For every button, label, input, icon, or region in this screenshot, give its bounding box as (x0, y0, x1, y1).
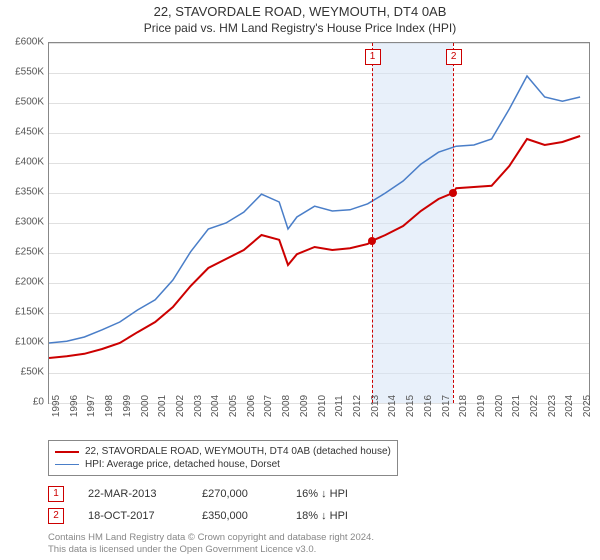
x-tick-label: 2024 (564, 395, 575, 417)
y-tick-label: £550K (4, 67, 44, 78)
sale-price-2: £350,000 (202, 510, 272, 522)
x-tick-label: 2006 (246, 395, 257, 417)
sale-price-1: £270,000 (202, 488, 272, 500)
marker-label: 2 (446, 49, 462, 65)
x-tick-label: 2014 (387, 395, 398, 417)
x-tick-label: 2000 (140, 395, 151, 417)
x-tick-label: 2008 (281, 395, 292, 417)
sale-diff-2: 18% ↓ HPI (296, 510, 348, 522)
sale-point (449, 189, 457, 197)
footer-line-2: This data is licensed under the Open Gov… (48, 544, 316, 555)
legend-label: HPI: Average price, detached house, Dors… (85, 459, 280, 470)
chart-subtitle: Price paid vs. HM Land Registry's House … (0, 19, 600, 35)
x-tick-label: 2015 (405, 395, 416, 417)
sale-row-1: 1 22-MAR-2013 £270,000 16% ↓ HPI (48, 486, 348, 502)
y-tick-label: £150K (4, 307, 44, 318)
legend-item: HPI: Average price, detached house, Dors… (55, 458, 391, 471)
y-tick-label: £250K (4, 247, 44, 258)
y-tick-label: £100K (4, 337, 44, 348)
plot-area: 12 (48, 42, 590, 404)
x-tick-label: 2020 (494, 395, 505, 417)
y-tick-label: £500K (4, 97, 44, 108)
y-tick-label: £200K (4, 277, 44, 288)
x-tick-label: 2005 (228, 395, 239, 417)
x-tick-label: 2011 (334, 395, 345, 417)
x-tick-label: 2003 (193, 395, 204, 417)
legend-item: 22, STAVORDALE ROAD, WEYMOUTH, DT4 0AB (… (55, 445, 391, 458)
y-tick-label: £0 (4, 397, 44, 408)
sale-diff-1: 16% ↓ HPI (296, 488, 348, 500)
sale-date-1: 22-MAR-2013 (88, 488, 178, 500)
x-tick-label: 2025 (582, 395, 593, 417)
x-tick-label: 2002 (175, 395, 186, 417)
chart-title: 22, STAVORDALE ROAD, WEYMOUTH, DT4 0AB (0, 0, 600, 19)
chart-container: 22, STAVORDALE ROAD, WEYMOUTH, DT4 0AB P… (0, 0, 600, 560)
x-tick-label: 2021 (511, 395, 522, 417)
y-tick-label: £400K (4, 157, 44, 168)
x-tick-label: 2017 (441, 395, 452, 417)
y-tick-label: £350K (4, 187, 44, 198)
y-tick-label: £50K (4, 367, 44, 378)
x-tick-label: 2007 (263, 395, 274, 417)
sale-marker-2: 2 (48, 508, 64, 524)
marker-dash (453, 43, 454, 403)
series-line (49, 76, 580, 343)
legend-label: 22, STAVORDALE ROAD, WEYMOUTH, DT4 0AB (… (85, 446, 391, 457)
sale-row-2: 2 18-OCT-2017 £350,000 18% ↓ HPI (48, 508, 348, 524)
x-tick-label: 2013 (370, 395, 381, 417)
x-tick-label: 1995 (51, 395, 62, 417)
sale-date-2: 18-OCT-2017 (88, 510, 178, 522)
x-tick-label: 1999 (122, 395, 133, 417)
y-tick-label: £450K (4, 127, 44, 138)
x-tick-label: 2001 (157, 395, 168, 417)
x-tick-label: 2009 (299, 395, 310, 417)
marker-label: 1 (365, 49, 381, 65)
x-tick-label: 2016 (423, 395, 434, 417)
y-tick-label: £300K (4, 217, 44, 228)
x-tick-label: 2018 (458, 395, 469, 417)
legend: 22, STAVORDALE ROAD, WEYMOUTH, DT4 0AB (… (48, 440, 398, 476)
x-tick-label: 2004 (210, 395, 221, 417)
legend-swatch (55, 451, 79, 453)
x-tick-label: 2019 (476, 395, 487, 417)
chart-lines (49, 43, 589, 403)
marker-dash (372, 43, 373, 403)
legend-swatch (55, 464, 79, 466)
x-tick-label: 2022 (529, 395, 540, 417)
x-tick-label: 1998 (104, 395, 115, 417)
x-tick-label: 2010 (317, 395, 328, 417)
series-line (49, 136, 580, 358)
sale-point (368, 237, 376, 245)
x-tick-label: 2012 (352, 395, 363, 417)
x-tick-label: 1997 (86, 395, 97, 417)
footer-line-1: Contains HM Land Registry data © Crown c… (48, 532, 374, 543)
x-tick-label: 2023 (547, 395, 558, 417)
x-tick-label: 1996 (69, 395, 80, 417)
sale-marker-1: 1 (48, 486, 64, 502)
y-tick-label: £600K (4, 37, 44, 48)
